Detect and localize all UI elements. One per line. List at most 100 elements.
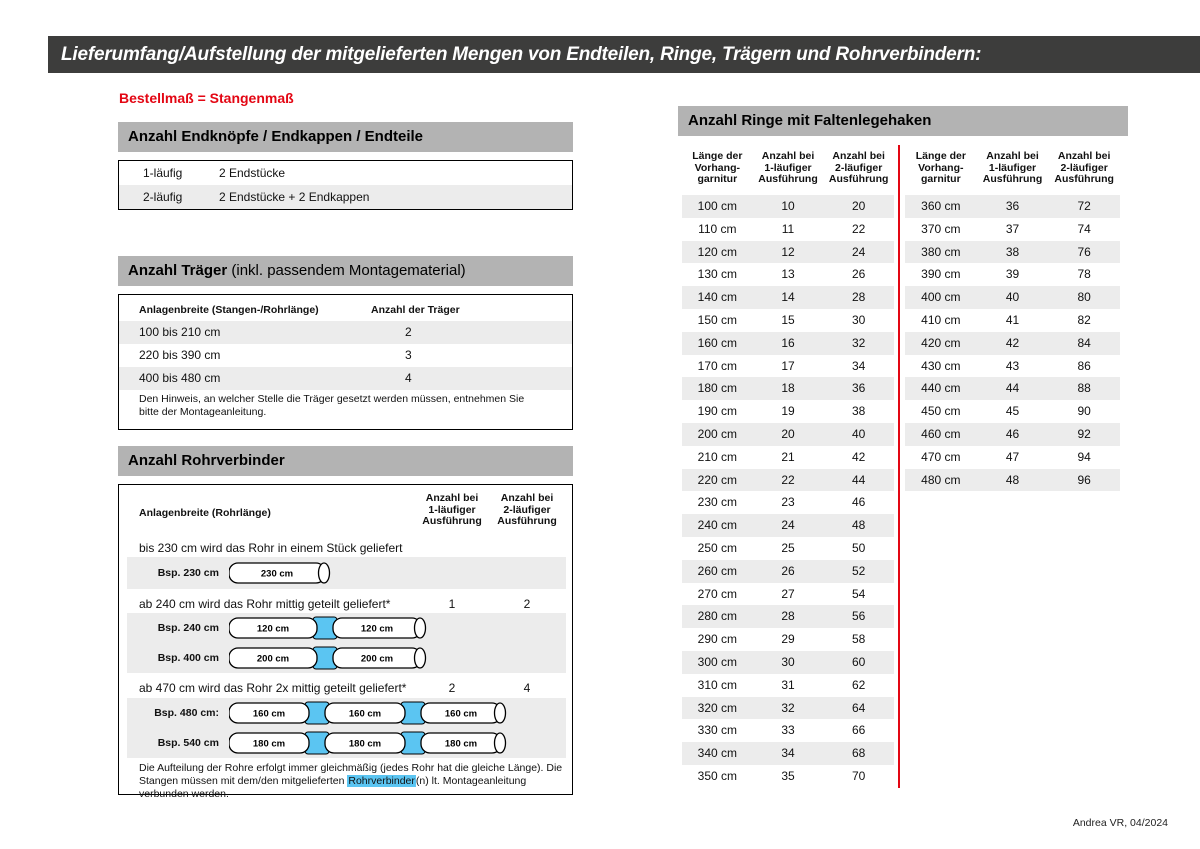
ring-length: 230 cm <box>697 495 738 510</box>
ring-count-2laeufig: 84 <box>1077 335 1091 350</box>
rod-end-cap <box>493 702 507 724</box>
ring-col-header-line: Ausführung <box>828 173 889 185</box>
ring-count-1laeufig: 35 <box>781 768 795 783</box>
ring-row: 340 cm 34 68 <box>682 742 894 765</box>
ring-count-1laeufig: 34 <box>781 746 795 761</box>
rod-example: Bsp. 540 cm 180 cm 180 cm 180 cm <box>127 728 566 758</box>
ring-length: 480 cm <box>921 472 961 487</box>
rod-segment-label: 180 cm <box>445 739 477 750</box>
ring-count-1laeufig: 10 <box>781 199 795 213</box>
rod-graphic: 120 cm 120 cm <box>229 614 431 642</box>
rv-footnote-highlight: Rohrverbinder <box>347 775 416 787</box>
ring-count-2laeufig: 50 <box>852 540 866 555</box>
traeger-range: 100 bis 210 cm <box>139 325 221 339</box>
rv-footnote-pre: Die Aufteilung der Rohre erfolgt immer g… <box>139 762 563 787</box>
ring-count-1laeufig: 29 <box>781 632 795 647</box>
rod-segment-label: 160 cm <box>349 709 381 720</box>
rv-footnote-post: (n) lt. Montageanleitung verbunden werde… <box>139 775 527 800</box>
ring-count-1laeufig: 40 <box>1005 290 1020 305</box>
traeger-col1-header: Anlagenbreite (Stangen-/Rohrlänge) <box>139 304 319 316</box>
ring-length: 330 cm <box>697 723 738 738</box>
ring-count-1laeufig: 20 <box>781 426 795 441</box>
ring-length: 140 cm <box>697 290 738 305</box>
ring-count-2laeufig: 74 <box>1077 221 1091 236</box>
ring-length: 190 cm <box>697 404 738 419</box>
rod-segment-label: 230 cm <box>261 569 293 580</box>
ring-col-header-line: 2-läufiger <box>1060 161 1108 174</box>
ring-count-2laeufig: 78 <box>1077 267 1091 282</box>
ring-count-2laeufig: 92 <box>1077 426 1091 441</box>
ring-col-header-line: Vorhang- <box>918 161 964 174</box>
ring-count-1laeufig: 24 <box>781 518 795 533</box>
ring-count-1laeufig: 42 <box>1005 335 1020 350</box>
ring-count-2laeufig: 80 <box>1077 290 1091 305</box>
ring-length: 170 cm <box>697 358 738 373</box>
ring-row: 240 cm 24 48 <box>682 514 894 537</box>
rv-col-header-line: Ausführung <box>422 515 482 527</box>
ring-col-header-line: garnitur <box>697 173 738 185</box>
ring-count-1laeufig: 15 <box>781 312 795 327</box>
traeger-row: 100 bis 210 cm 2 <box>119 321 572 344</box>
rv-col-label: Anlagenbreite (Rohrlänge) <box>139 507 271 519</box>
ring-col-header-line: Ausführung <box>1054 173 1114 185</box>
ring-count-1laeufig: 18 <box>781 381 795 396</box>
footer-credit: Andrea VR, 04/2024 <box>1072 817 1168 829</box>
ring-count-2laeufig: 36 <box>852 381 866 396</box>
ring-row: 440 cm 44 88 <box>905 377 1120 401</box>
ring-length: 210 cm <box>697 449 738 464</box>
ring-row: 210 cm 21 42 <box>682 446 894 469</box>
ring-table-header: Länge der Vorhang-garnitur Anzahl bei 1-läu… <box>682 145 894 195</box>
rod-example-label: Bsp. 230 cm <box>157 567 219 579</box>
ringe-section-header: Anzahl Ringe mit Faltenlegehaken <box>678 106 1128 136</box>
ring-count-2laeufig: 64 <box>852 700 866 715</box>
page-title-bar: Lieferumfang/Aufstellung der mitgeliefer… <box>48 36 1200 73</box>
ring-count-2laeufig: 30 <box>852 312 866 327</box>
ring-length: 200 cm <box>697 426 738 441</box>
ring-row: 360 cm 36 72 <box>905 195 1120 218</box>
ring-length: 160 cm <box>697 335 738 350</box>
ring-count-2laeufig: 34 <box>852 358 866 373</box>
ring-count-2laeufig: 66 <box>852 723 866 738</box>
ring-col-header-line: 1-läufiger <box>988 161 1037 174</box>
ring-length: 150 cm <box>697 312 738 327</box>
ring-count-2laeufig: 46 <box>852 495 866 510</box>
ring-length: 260 cm <box>697 563 738 578</box>
traeger-count: 3 <box>405 348 412 362</box>
ring-count-2laeufig: 28 <box>852 290 866 305</box>
rv-col-header-line: Ausführung <box>497 515 557 527</box>
rod-segment-label: 120 cm <box>361 624 393 635</box>
ring-count-1laeufig: 11 <box>781 221 795 236</box>
ring-length: 120 cm <box>697 244 738 259</box>
ring-count-2laeufig: 62 <box>852 677 866 692</box>
traeger-count: 4 <box>405 371 412 385</box>
rod-graphic: 180 cm 180 cm 180 cm <box>229 729 511 757</box>
ring-count-2laeufig: 44 <box>852 472 866 487</box>
rv-value-2laeufig: 4 <box>523 681 531 695</box>
rod-segment-label: 120 cm <box>257 624 289 635</box>
ring-length: 250 cm <box>697 540 738 555</box>
ring-col-header-line: 2-läufiger <box>835 161 883 174</box>
rv-col-header-line: Anzahl bei <box>425 492 479 504</box>
ring-count-2laeufig: 40 <box>852 426 866 441</box>
ring-length: 460 cm <box>921 426 961 441</box>
ring-count-2laeufig: 58 <box>852 632 866 647</box>
rod-example: Bsp. 240 cm 120 cm 120 cm <box>127 613 566 643</box>
ring-count-1laeufig: 28 <box>781 609 795 624</box>
ring-count-1laeufig: 23 <box>781 495 795 510</box>
rod-graphic-svg: 120 cm 120 cm <box>229 616 427 640</box>
ring-count-1laeufig: 22 <box>781 472 795 487</box>
endteile-row-value: 2 Endstücke + 2 Endkappen <box>219 190 370 204</box>
rod-segment-label: 160 cm <box>253 709 285 720</box>
ring-count-1laeufig: 21 <box>781 449 795 464</box>
ring-row: 190 cm 19 38 <box>682 400 894 423</box>
traeger-rows: 100 bis 210 cm 2 220 bis 390 cm 3 400 bis 48… <box>119 321 572 390</box>
ring-count-1laeufig: 14 <box>781 290 795 305</box>
ring-count-2laeufig: 20 <box>852 199 866 213</box>
ring-row: 220 cm 22 44 <box>682 468 894 492</box>
endteile-row: 1-läufig 2 Endstücke <box>119 161 572 185</box>
ring-row: 280 cm 28 56 <box>682 605 894 629</box>
ring-table-right: Länge der Vorhang-garnitur Anzahl bei 1-läu… <box>905 145 1120 492</box>
traeger-header-suffix: (inkl. passendem Montagematerial) <box>227 262 466 279</box>
ring-length: 370 cm <box>921 221 961 236</box>
rod-end-cap <box>413 647 427 669</box>
